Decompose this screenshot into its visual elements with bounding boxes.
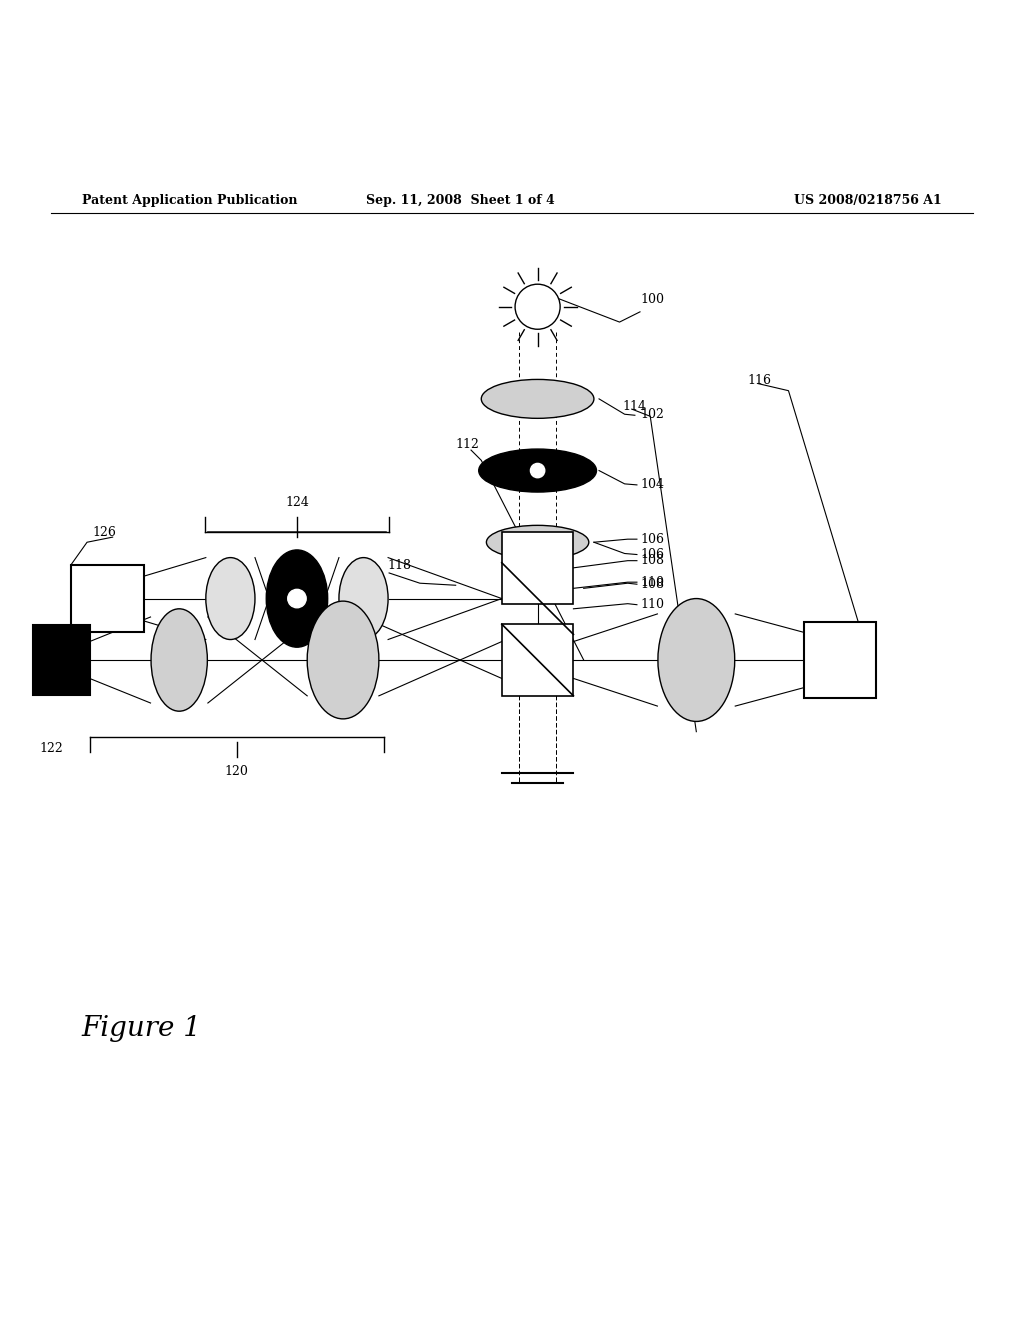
Text: 106: 106 xyxy=(640,533,664,545)
Ellipse shape xyxy=(339,557,388,639)
Bar xyxy=(502,624,573,696)
Bar xyxy=(71,565,144,632)
Ellipse shape xyxy=(481,379,594,418)
Text: 122: 122 xyxy=(39,742,63,755)
Circle shape xyxy=(288,589,306,607)
Text: 102: 102 xyxy=(640,408,664,421)
Text: 104: 104 xyxy=(640,478,664,491)
Bar xyxy=(804,622,876,698)
Text: 100: 100 xyxy=(640,293,664,306)
Ellipse shape xyxy=(307,601,379,719)
Text: US 2008/0218756 A1: US 2008/0218756 A1 xyxy=(795,194,942,207)
Text: 126: 126 xyxy=(92,525,116,539)
Text: 116: 116 xyxy=(748,374,771,387)
Text: 120: 120 xyxy=(225,766,249,779)
Bar xyxy=(502,532,573,603)
Text: 108: 108 xyxy=(640,578,664,591)
Text: 110: 110 xyxy=(640,598,664,611)
Text: Patent Application Publication: Patent Application Publication xyxy=(82,194,297,207)
Ellipse shape xyxy=(658,598,735,722)
Text: Sep. 11, 2008  Sheet 1 of 4: Sep. 11, 2008 Sheet 1 of 4 xyxy=(367,194,555,207)
Text: 118: 118 xyxy=(387,560,411,573)
Ellipse shape xyxy=(266,550,328,647)
Text: 124: 124 xyxy=(285,496,309,510)
Text: 110: 110 xyxy=(640,576,664,589)
Ellipse shape xyxy=(479,449,596,492)
Text: 114: 114 xyxy=(623,400,646,413)
Ellipse shape xyxy=(486,525,589,560)
Circle shape xyxy=(530,463,545,478)
Ellipse shape xyxy=(152,609,207,711)
Bar xyxy=(33,626,90,694)
Text: 112: 112 xyxy=(456,438,479,451)
Ellipse shape xyxy=(206,557,255,639)
Text: Figure 1: Figure 1 xyxy=(82,1015,202,1043)
Circle shape xyxy=(515,284,560,329)
Text: 108: 108 xyxy=(640,554,664,568)
Text: 106: 106 xyxy=(640,548,664,561)
